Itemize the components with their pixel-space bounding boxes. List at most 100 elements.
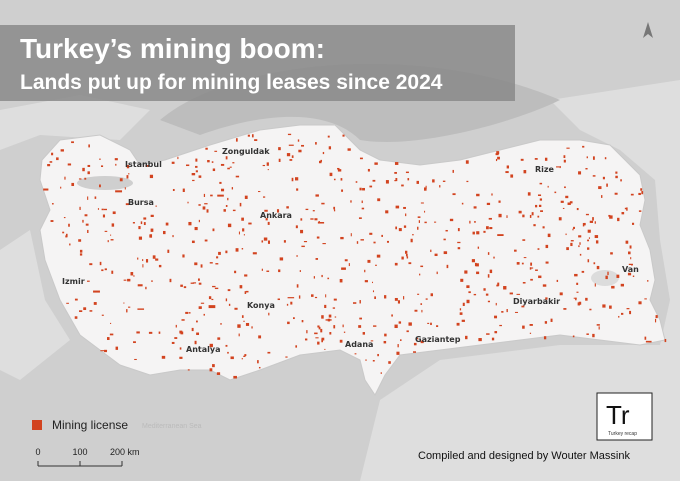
license-patch [267,221,270,225]
license-patch [341,189,344,192]
license-patch [452,193,456,196]
license-patch [288,144,294,146]
license-patch [420,265,424,268]
license-patch [359,157,363,160]
license-patch [372,290,375,293]
license-patch [64,176,66,180]
license-patch [523,257,527,259]
license-patch [578,235,582,238]
license-patch [581,270,585,273]
license-patch [171,161,175,164]
license-patch [317,325,320,328]
license-patch [609,215,613,219]
license-patch [268,312,270,316]
license-patch [616,274,620,278]
license-patch [625,240,629,244]
license-patch [585,213,589,216]
license-patch [476,193,480,197]
license-patch [523,170,527,174]
license-patch [576,207,579,211]
license-patch [137,284,143,287]
city-label: Rize [535,165,555,174]
license-patch [617,217,620,222]
license-patch [570,242,573,247]
license-patch [538,275,542,279]
license-patch [191,173,196,176]
license-patch [647,280,649,282]
license-patch [518,210,522,214]
license-patch [244,274,248,277]
license-patch [208,305,216,309]
license-patch [558,217,562,221]
license-patch [241,217,244,221]
license-patch [71,182,75,187]
license-patch [618,315,620,318]
license-patch [570,240,574,242]
license-patch [252,252,257,255]
license-patch [594,235,599,239]
license-patch [258,366,261,369]
license-patch [380,372,382,374]
license-patch [194,262,198,266]
license-patch [587,247,590,250]
license-patch [278,269,281,273]
license-patch [195,158,198,162]
license-patch [497,156,500,160]
license-patch [202,206,206,210]
license-patch [436,325,439,328]
license-patch [554,191,557,194]
license-patch [430,293,434,297]
license-patch [104,230,108,232]
license-patch [208,296,212,300]
license-patch [397,300,401,304]
license-patch [333,325,336,329]
license-patch [89,263,93,266]
license-patch [386,240,389,243]
license-patch [43,188,49,191]
license-patch [220,163,225,166]
license-patch [191,240,195,244]
license-patch [225,298,228,302]
license-patch [200,302,205,304]
license-patch [290,301,293,305]
license-patch [362,332,365,335]
license-patch [278,147,281,151]
license-patch [592,156,595,160]
license-patch [317,341,320,345]
license-patch [247,134,250,137]
license-patch [333,209,336,212]
license-patch [227,289,231,292]
license-patch [594,283,596,287]
license-patch [267,240,271,244]
license-patch [329,332,332,335]
license-patch [261,268,263,271]
license-patch [102,214,106,218]
license-patch [258,335,262,339]
license-patch [544,157,548,161]
license-patch [142,259,144,262]
license-patch [86,280,90,282]
license-patch [394,324,398,329]
license-patch [487,252,490,255]
license-patch [321,337,325,341]
city-label: Gaziantep [415,335,461,344]
license-patch [209,368,213,372]
license-patch [74,316,78,319]
license-patch [340,178,343,181]
license-patch [167,249,170,253]
license-patch [394,297,398,301]
license-patch [318,326,321,330]
license-patch [301,245,305,248]
license-patch [521,305,525,308]
license-patch [227,351,229,354]
license-patch [547,233,551,238]
license-patch [101,208,104,211]
license-patch [489,227,493,230]
license-patch [321,274,323,278]
license-patch [337,169,342,172]
license-patch [545,244,549,249]
license-patch [109,333,114,336]
city-label: Izmir [62,277,85,286]
license-patch [496,284,499,287]
license-patch [394,162,399,165]
